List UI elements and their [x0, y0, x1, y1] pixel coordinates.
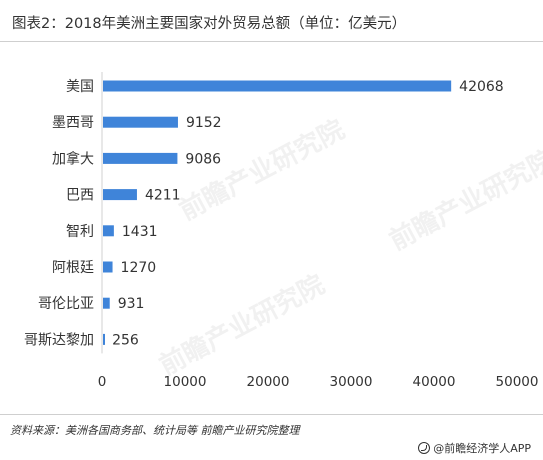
source-note: 资料来源：美洲各国商务部、统计局等 前瞻产业研究院整理 — [10, 424, 300, 437]
bar — [103, 116, 178, 128]
category-label: 巴西 — [66, 188, 94, 204]
chart-title: 图表2：2018年美洲主要国家对外贸易总额（单位：亿美元） — [12, 16, 407, 32]
data-label: 1431 — [122, 224, 158, 240]
footer-divider — [0, 414, 543, 415]
bar — [103, 152, 178, 164]
x-tick-label: 30000 — [330, 374, 373, 390]
title-divider — [0, 41, 543, 42]
data-label: 1270 — [121, 260, 157, 276]
category-label: 阿根廷 — [52, 260, 94, 276]
category-label: 墨西哥 — [52, 115, 94, 131]
bar — [103, 80, 452, 92]
data-label: 256 — [112, 332, 139, 348]
x-tick-label: 0 — [98, 374, 107, 390]
brand-label: @前瞻经济学人APP — [418, 440, 531, 456]
data-label: 4211 — [145, 188, 181, 204]
data-label: 42068 — [459, 79, 504, 95]
data-label: 9086 — [185, 151, 221, 167]
x-tick-label: 50000 — [496, 374, 539, 390]
data-label: 931 — [118, 296, 145, 312]
brand-logo-icon — [418, 442, 431, 454]
bar — [103, 189, 137, 201]
bar — [103, 297, 110, 309]
category-label: 哥斯达黎加 — [24, 332, 94, 348]
bar — [103, 225, 114, 237]
category-label: 智利 — [66, 224, 94, 240]
bar — [103, 261, 113, 273]
x-tick-label: 40000 — [413, 374, 456, 390]
category-label: 哥伦比亚 — [38, 296, 94, 312]
bar — [103, 333, 105, 345]
data-label: 9152 — [186, 115, 222, 131]
x-tick-label: 10000 — [164, 374, 207, 390]
category-label: 美国 — [66, 79, 94, 95]
x-tick-label: 20000 — [247, 374, 290, 390]
brand-text: @前瞻经济学人APP — [433, 442, 531, 455]
bar-chart: 美国 42068 墨西哥 9152 加拿大 9086 巴西 4211 智利 1431 阿根廷 1270… — [24, 72, 539, 390]
category-label: 加拿大 — [52, 150, 94, 167]
